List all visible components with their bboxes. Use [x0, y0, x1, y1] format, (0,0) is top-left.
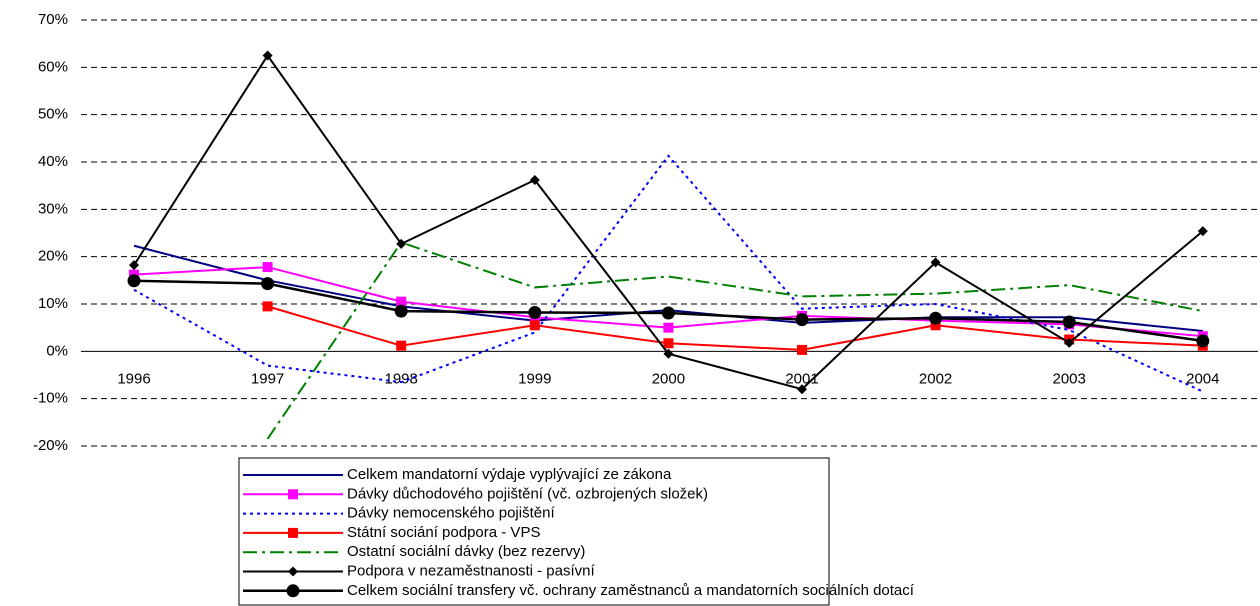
y-tick-label: 20%: [38, 248, 68, 265]
point-marker: [663, 322, 674, 333]
y-tick-label: 70%: [38, 11, 68, 28]
legend-marker: [288, 566, 298, 577]
y-tick-label: -10%: [33, 390, 68, 407]
x-tick-label: 1996: [117, 370, 150, 387]
point-marker: [661, 306, 675, 320]
x-tick-label: 2002: [919, 370, 952, 387]
x-tick-label: 2004: [1186, 370, 1219, 387]
point-marker: [663, 348, 674, 359]
series-line: [266, 241, 1203, 440]
legend-label: Celkem mandatorní výdaje vyplývající ze …: [347, 466, 672, 483]
y-tick-label: 60%: [38, 58, 68, 75]
point-marker: [396, 296, 407, 307]
point-marker: [929, 311, 943, 325]
point-marker: [797, 384, 807, 395]
legend-box: [238, 457, 830, 606]
x-tick-label: 1998: [385, 370, 418, 387]
legend-marker: [288, 489, 298, 500]
point-marker: [1197, 226, 1208, 237]
legend-marker: [288, 527, 298, 538]
x-tick-label: 2001: [785, 370, 818, 387]
y-tick-label: 30%: [38, 200, 68, 217]
point-marker: [1064, 337, 1075, 348]
legend-label: Státní sociání podpora - VPS: [347, 524, 540, 541]
y-tick-label: -20%: [33, 437, 68, 454]
point-marker: [129, 260, 139, 271]
point-marker: [262, 50, 273, 61]
point-marker: [394, 304, 408, 318]
y-tick-label: 0%: [46, 342, 68, 359]
x-tick-label: 1997: [251, 370, 284, 387]
legend-marker: [286, 584, 300, 598]
point-marker: [930, 257, 941, 268]
point-marker: [1196, 334, 1210, 348]
point-marker: [261, 277, 275, 291]
point-marker: [396, 340, 407, 351]
legend-label: Dávky nemocenského pojištění: [347, 505, 555, 522]
point-marker: [528, 306, 542, 320]
legend-label: Celkem sociální transfery vč. ochrany za…: [347, 582, 915, 599]
y-tick-label: 10%: [38, 295, 68, 312]
legend-label: Dávky důchodového pojištění (vč. ozbroje…: [347, 485, 708, 502]
point-marker: [529, 320, 540, 331]
point-marker: [930, 320, 941, 331]
point-marker: [797, 344, 807, 355]
point-marker: [795, 313, 809, 327]
point-marker: [396, 238, 407, 249]
point-marker: [262, 301, 273, 312]
point-marker: [663, 338, 674, 349]
y-tick-label: 50%: [38, 106, 68, 123]
point-marker: [262, 262, 273, 273]
point-marker: [529, 174, 540, 185]
x-tick-label: 1999: [518, 370, 551, 387]
series-line: [267, 305, 1203, 351]
x-tick-label: 2003: [1053, 370, 1086, 387]
legend-label: Ostatní sociální dávky (bez rezervy): [347, 543, 585, 560]
legend-label: Podpora v nezaměstnanosti - pasívní: [347, 562, 595, 579]
point-marker: [1062, 315, 1076, 329]
y-tick-label: 40%: [38, 153, 68, 170]
point-marker: [127, 274, 141, 288]
x-tick-label: 2000: [652, 370, 685, 387]
